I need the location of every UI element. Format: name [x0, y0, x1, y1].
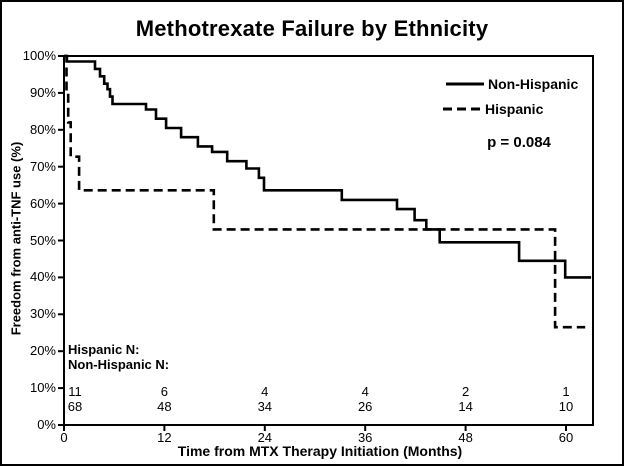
at-risk-count: 2 [461, 384, 470, 399]
at-risk-count: 11 [68, 384, 82, 399]
y-tick-label: 80% [29, 121, 56, 137]
risk-row-label-hispanic: Hispanic N: [68, 342, 140, 357]
x-tick-label: 60 [558, 430, 574, 445]
km-curve-non-hispanic [64, 54, 592, 279]
p-value: p = 0.084 [487, 134, 551, 151]
at-risk-count: 48 [157, 399, 172, 414]
y-tick-label: 20% [29, 343, 56, 359]
x-tick-label: 36 [357, 430, 373, 445]
at-risk-count: 1 [562, 384, 570, 399]
km-curve-hispanic [64, 54, 586, 329]
y-tick-label: 40% [29, 269, 56, 285]
x-axis-label: Time from MTX Therapy Initiation (Months… [177, 443, 463, 459]
x-tick-label: 12 [157, 430, 172, 445]
chart-title: Methotrexate Failure by Ethnicity [135, 16, 489, 41]
y-tick-label: 10% [29, 380, 56, 396]
y-tick-label: 100% [22, 48, 56, 63]
y-tick-label: 50% [29, 232, 56, 248]
x-tick-label: 48 [458, 430, 473, 445]
at-risk-count: 68 [67, 399, 83, 414]
x-tick-label: 0 [60, 430, 68, 445]
x-tick-label: 24 [257, 430, 273, 445]
legend-label-hispanic: Hispanic [485, 101, 544, 117]
legend-label-non-hispanic: Non-Hispanic [488, 76, 579, 92]
at-risk-count: 14 [458, 399, 473, 414]
y-tick-label: 0% [37, 417, 56, 432]
at-risk-count: 34 [257, 399, 273, 414]
y-tick-label: 60% [29, 195, 56, 211]
at-risk-count: 10 [558, 399, 574, 414]
legend-entry-non-hispanic: Non-Hispanic [445, 76, 578, 92]
y-tick-label: 70% [29, 158, 56, 174]
at-risk-count: 4 [361, 384, 369, 399]
at-risk-count: 4 [261, 384, 269, 399]
legend-line-dashed-icon [443, 107, 481, 111]
y-tick-label: 30% [29, 306, 56, 322]
legend-entry-hispanic: Hispanic [442, 101, 543, 117]
at-risk-count: 6 [160, 384, 168, 399]
risk-row-label-non-hispanic: Non-Hispanic N: [68, 357, 170, 372]
legend-line-solid-icon [446, 82, 484, 86]
at-risk-count: 26 [357, 399, 373, 414]
y-tick-label: 90% [29, 84, 56, 100]
